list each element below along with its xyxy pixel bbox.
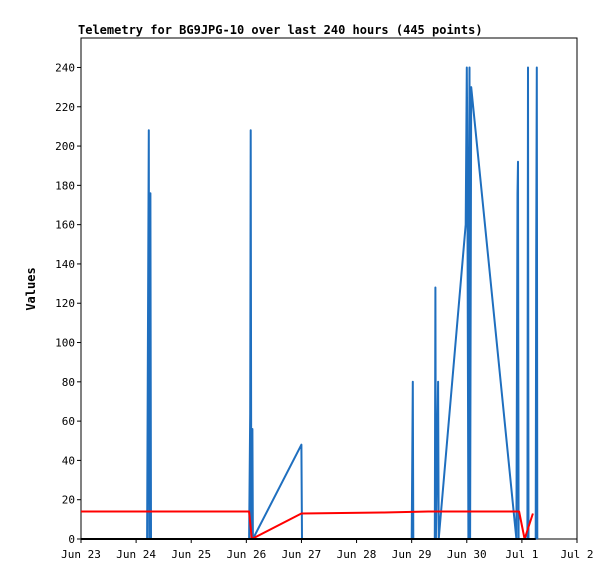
y-axis-label: Values	[24, 267, 38, 310]
y-tick-label: 220	[55, 101, 75, 114]
y-tick-label: 160	[55, 219, 75, 232]
y-tick-label: 40	[62, 454, 75, 467]
y-tick-label: 240	[55, 61, 75, 74]
y-tick-label: 180	[55, 179, 75, 192]
x-tick-label: Jun 26	[226, 548, 266, 561]
x-tick-label: Jun 29	[392, 548, 432, 561]
y-tick-label: 140	[55, 258, 75, 271]
chart-title: Telemetry for BG9JPG-10 over last 240 ho…	[78, 23, 483, 37]
x-tick-label: Jun 23	[61, 548, 101, 561]
x-tick-label: Jul 1	[505, 548, 538, 561]
x-axis: Jun 23 Jun 24 Jun 25 Jun 26 Jun 27 Jun 28 Jun …	[61, 539, 594, 561]
x-tick-label: Jun 25	[171, 548, 211, 561]
plot-area	[80, 37, 578, 540]
x-tick-label: Jun 27	[282, 548, 322, 561]
series-line-2	[81, 510, 534, 540]
y-tick-label: 100	[55, 337, 75, 350]
x-tick-label: Jul 2	[560, 548, 593, 561]
y-axis: 0 20 40 60 80 100 120 140 160 180 200 220 240	[55, 61, 81, 546]
y-tick-label: 80	[62, 376, 75, 389]
y-tick-label: 200	[55, 140, 75, 153]
y-tick-label: 0	[68, 533, 75, 546]
y-tick-label: 20	[62, 494, 75, 507]
y-tick-label: 60	[62, 415, 75, 428]
x-tick-label: Jun 28	[337, 548, 377, 561]
y-tick-label: 120	[55, 297, 75, 310]
x-tick-label: Jun 30	[447, 548, 487, 561]
series-layer	[81, 66, 539, 540]
x-tick-label: Jun 24	[116, 548, 156, 561]
